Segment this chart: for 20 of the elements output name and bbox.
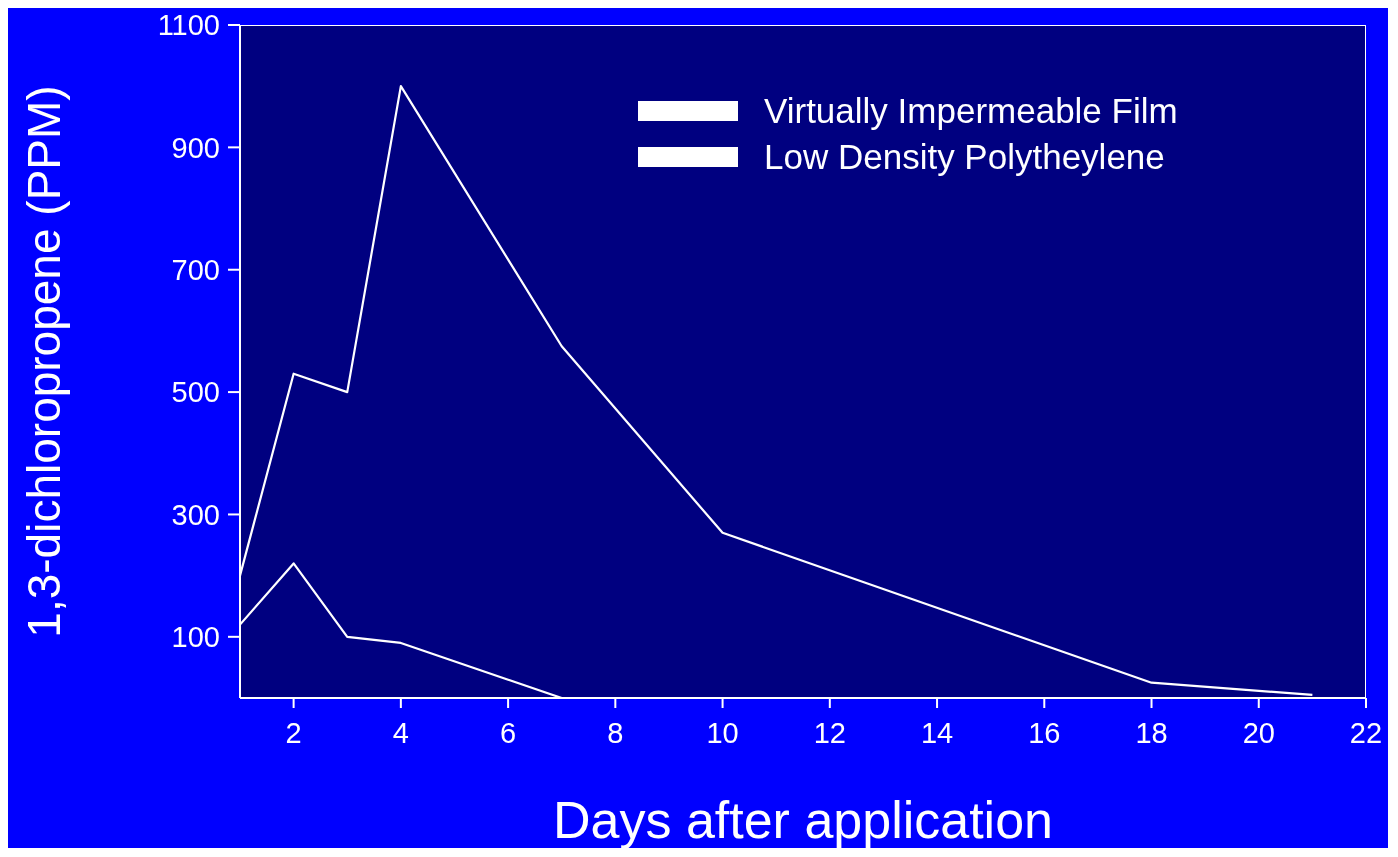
y-tick-label: 700 <box>171 254 220 287</box>
x-tick-label: 2 <box>285 716 302 749</box>
x-tick-label: 8 <box>607 716 624 749</box>
x-tick-label: 4 <box>392 716 409 749</box>
x-tick-label: 14 <box>920 716 954 749</box>
x-tick-label: 16 <box>1028 716 1061 749</box>
x-tick-label: 6 <box>500 716 517 749</box>
y-tick-label: 900 <box>171 131 220 164</box>
x-tick-label: 18 <box>1135 716 1168 749</box>
y-axis-title: 1,3-dichloropropene (PPM) <box>18 85 71 638</box>
y-tick-label: 300 <box>171 498 220 531</box>
legend-label: Virtually Impermeable Film <box>764 91 1178 131</box>
y-tick-label: 500 <box>171 376 220 409</box>
y-tick-label: 1100 <box>157 9 220 42</box>
x-tick-label: 22 <box>1349 716 1383 749</box>
x-tick-label: 12 <box>813 716 846 749</box>
y-tick-label: 100 <box>171 621 220 654</box>
x-tick-label: 20 <box>1242 716 1275 749</box>
legend-label: Low Density Polytheylene <box>764 137 1165 177</box>
x-tick-label: 10 <box>706 716 739 749</box>
